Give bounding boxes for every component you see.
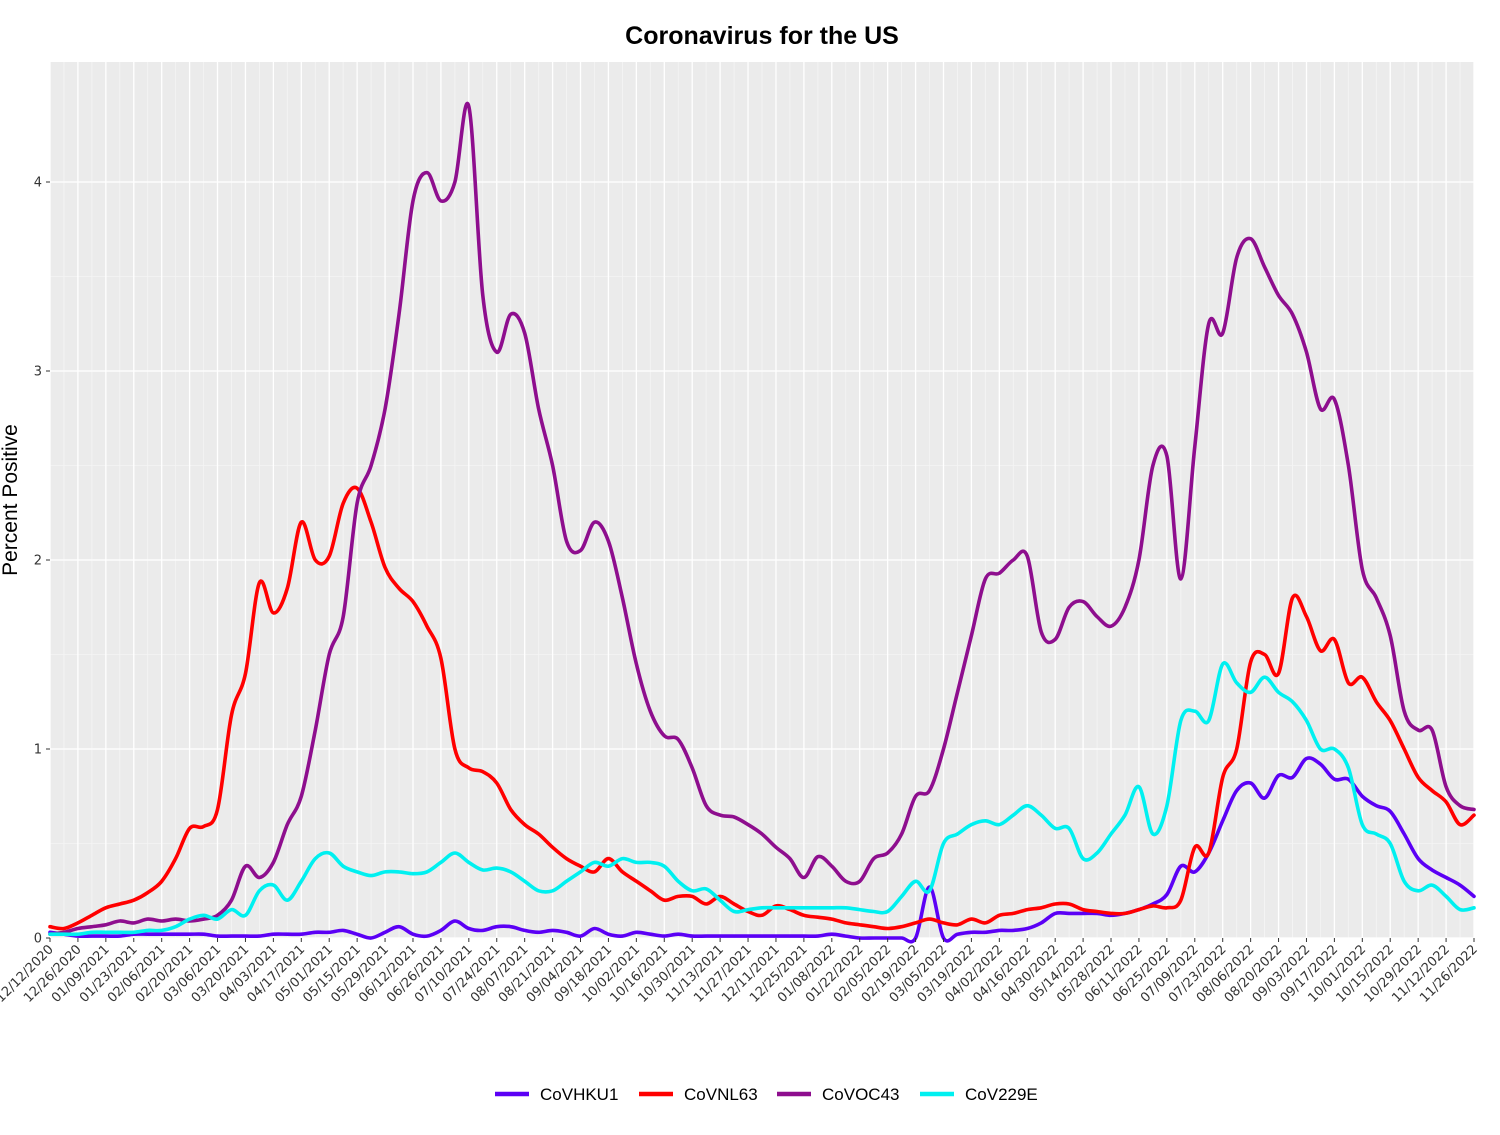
series-line-covhku1 [48, 756, 1476, 944]
series-line-covoc43 [48, 101, 1476, 936]
series-line-cov229e [48, 661, 1476, 937]
y-tick-label: 0 [34, 932, 42, 947]
x-axis-ticks: 12/12/202012/26/202001/09/202101/23/2021… [0, 938, 1481, 1006]
legend-label-covnl63: CoVNL63 [684, 1085, 758, 1104]
chart-title: Coronavirus for the US [625, 22, 899, 50]
legend-label-cov229e: CoV229E [965, 1085, 1038, 1104]
y-axis-label: Percent Positive [0, 424, 22, 576]
y-tick-label: 1 [34, 743, 42, 758]
y-axis-ticks: 0 1 2 3 4 [34, 176, 50, 947]
legend-label-covoc43: CoVOC43 [822, 1085, 899, 1104]
series-lines [48, 101, 1476, 944]
y-tick-label: 2 [34, 554, 42, 569]
legend: CoVHKU1 CoVNL63 CoVOC43 CoV229E [495, 1085, 1038, 1104]
series-line-covnl63 [48, 485, 1476, 931]
grid-major [49, 62, 1475, 939]
y-tick-label: 4 [34, 176, 42, 191]
legend-label-covhku1: CoVHKU1 [540, 1085, 618, 1104]
grid-minor [50, 62, 1474, 938]
y-tick-label: 3 [34, 365, 42, 380]
